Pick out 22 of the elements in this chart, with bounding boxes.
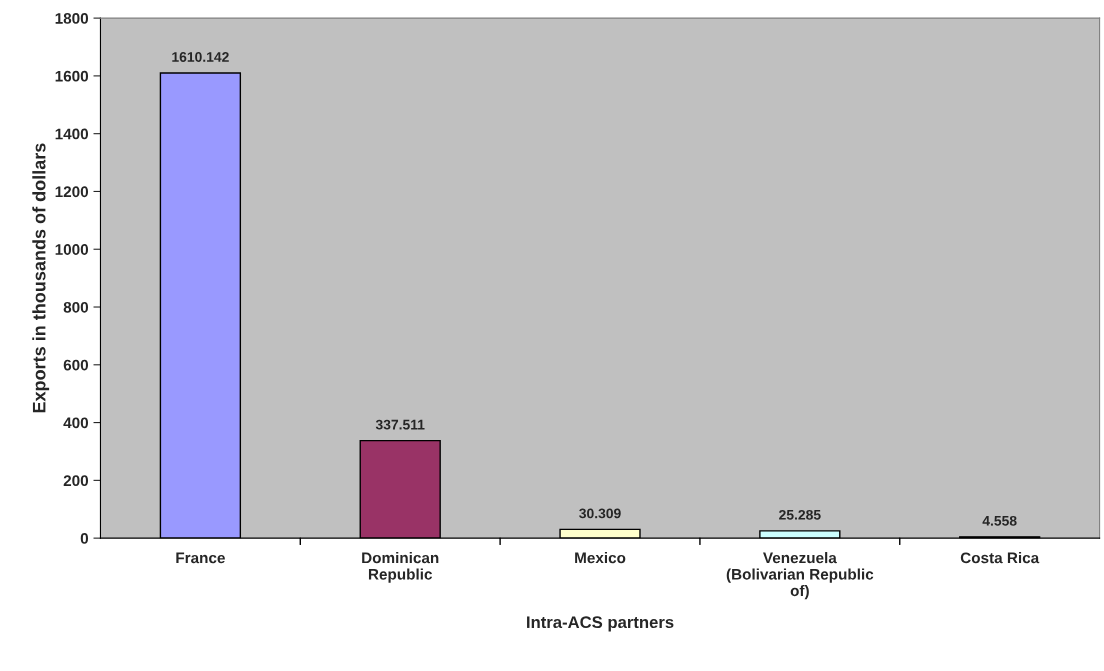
x-tick-label: Dominican Republic bbox=[362, 552, 439, 583]
y-tick-label: 1200 bbox=[55, 186, 89, 198]
x-tick-label: France bbox=[176, 552, 225, 564]
y-tick-label: 0 bbox=[80, 533, 89, 544]
y-tick-label: 1000 bbox=[55, 244, 89, 255]
data-label: 25.285 bbox=[779, 509, 821, 520]
x-axis-title: Intra-ACS partners bbox=[527, 616, 674, 632]
x-tick-label: Costa Rica bbox=[960, 552, 1040, 564]
y-tick-label: 400 bbox=[63, 417, 89, 429]
data-label: 4.558 bbox=[982, 515, 1017, 526]
y-tick-label: 800 bbox=[63, 301, 89, 313]
x-tick-label: Mexico bbox=[575, 552, 626, 564]
data-label: 30.309 bbox=[579, 508, 621, 519]
y-tick-label: 200 bbox=[63, 475, 89, 487]
x-tick-label: Venezuela (Bolivarian Republic of) bbox=[726, 552, 874, 600]
y-tick-label: 1800 bbox=[55, 12, 89, 24]
data-label: 1610.142 bbox=[172, 52, 229, 62]
y-tick-label: 600 bbox=[63, 359, 89, 371]
data-label: 337.511 bbox=[375, 419, 425, 430]
y-tick-label: 1600 bbox=[55, 70, 89, 82]
y-axis-title: Exports in thousands of dollars bbox=[32, 143, 50, 413]
y-tick-label: 1400 bbox=[55, 128, 89, 140]
